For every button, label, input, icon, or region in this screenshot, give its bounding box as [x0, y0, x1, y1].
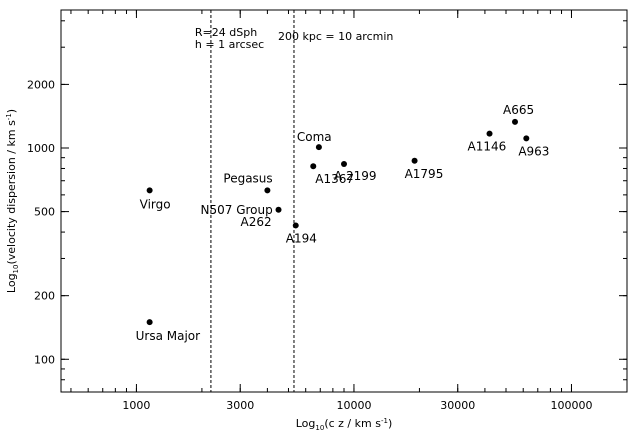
point-label: A262 — [241, 215, 272, 229]
data-point — [310, 163, 317, 170]
data-point — [315, 144, 322, 151]
point-label: Coma — [297, 130, 332, 144]
point-label: A1367 — [315, 172, 354, 186]
point-label: Pegasus — [223, 171, 272, 185]
x-tick-label: 10000 — [336, 399, 371, 412]
reference-line-label: 200 kpc = 10 arcmin — [278, 30, 393, 43]
data-points — [146, 118, 530, 326]
data-point — [486, 130, 493, 137]
x-tick-label: 30000 — [440, 399, 475, 412]
point-label: A1146 — [468, 140, 507, 154]
point-label: A963 — [518, 144, 549, 158]
y-tick-label: 2000 — [27, 78, 55, 91]
reference-line-label: h = 1 arcsec — [195, 38, 264, 51]
data-point — [146, 187, 153, 194]
data-point — [292, 222, 299, 229]
major-ticks — [61, 10, 627, 392]
data-point — [275, 206, 282, 213]
y-tick-label: 100 — [34, 353, 55, 366]
point-label: A1795 — [405, 167, 444, 181]
y-tick-label: 500 — [34, 206, 55, 219]
data-point — [411, 157, 418, 164]
point-label: Virgo — [140, 197, 171, 211]
reference-line-label: R=24 dSph — [195, 26, 257, 39]
x-tick-labels: 1000 3000 10000 30000 100000 — [122, 399, 592, 412]
x-tick-label: 3000 — [226, 399, 254, 412]
x-axis-label: Log10(c z / km s-1) — [296, 417, 392, 432]
point-labels: Virgo Ursa Major Pegasus N507 Group A194 Coma… — [136, 103, 550, 343]
y-tick-labels: 100 200 500 1000 2000 — [27, 78, 55, 366]
data-point — [146, 319, 153, 326]
y-axis-label: Log10(velocity dispersion / km s-1) — [5, 109, 20, 293]
x-tick-label: 1000 — [122, 399, 150, 412]
point-label: Ursa Major — [136, 329, 201, 343]
data-point — [523, 135, 530, 142]
point-label: A194 — [286, 231, 317, 245]
data-point — [341, 161, 347, 168]
point-label: N507 Group — [201, 203, 273, 217]
y-tick-label: 200 — [34, 290, 55, 303]
point-label: A 2199 — [334, 169, 377, 183]
x-tick-label: 100000 — [550, 399, 592, 412]
data-point — [264, 187, 271, 194]
data-point — [511, 118, 518, 125]
y-tick-label: 1000 — [27, 142, 55, 155]
point-label: A665 — [503, 103, 534, 117]
